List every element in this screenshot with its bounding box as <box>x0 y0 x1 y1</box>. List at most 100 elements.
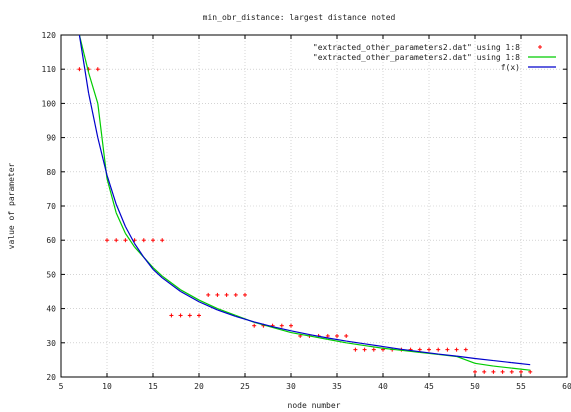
series-1-segment <box>97 103 108 179</box>
series-1-segment <box>290 331 310 337</box>
series-2-segment <box>419 351 439 355</box>
series-1-segment <box>88 72 99 104</box>
data-point <box>371 347 376 352</box>
series-1-segment <box>309 335 328 340</box>
series-1-segment <box>152 267 163 277</box>
data-point <box>500 369 505 374</box>
series-2-segment <box>124 226 136 244</box>
series-2-segment <box>115 204 126 227</box>
legend-label: "extracted_other_parameters2.dat" using … <box>313 43 520 52</box>
series-2-segment <box>217 309 236 318</box>
data-point <box>197 313 201 318</box>
series-1-segment <box>161 275 181 291</box>
series-1-segment <box>401 349 420 353</box>
x-tick-label: 5 <box>59 382 64 391</box>
x-tick-label: 10 <box>102 382 112 391</box>
y-tick-label: 60 <box>46 236 56 245</box>
data-point <box>243 292 247 297</box>
x-tick-label: 30 <box>286 382 296 391</box>
series-layer <box>77 34 533 374</box>
data-point <box>528 369 533 374</box>
data-point <box>141 238 146 243</box>
series-2-segment <box>309 334 328 339</box>
series-2-segment <box>152 268 163 279</box>
x-axis-ticks: 5 10 15 20 25 30 35 40 45 50 55 60 <box>59 35 571 391</box>
data-point <box>169 313 174 318</box>
series-1-segment <box>327 338 347 344</box>
data-point <box>224 292 229 297</box>
x-tick-label: 60 <box>562 382 571 391</box>
data-point <box>325 333 330 338</box>
legend-label: "extracted_other_parameters2.dat" using … <box>313 53 520 62</box>
data-point <box>519 369 523 374</box>
legend: "extracted_other_parameters2.dat" using … <box>313 43 556 72</box>
series-1-segment <box>106 178 117 213</box>
data-point <box>151 238 155 243</box>
y-tick-label: 80 <box>46 168 56 177</box>
series-2-segment <box>272 326 292 332</box>
y-tick-label: 120 <box>42 31 57 40</box>
data-point <box>491 369 496 374</box>
series-2-segment <box>364 343 384 348</box>
data-point <box>427 347 431 352</box>
data-point <box>114 238 119 243</box>
grid-lines <box>61 35 567 377</box>
y-tick-label: 90 <box>46 134 56 143</box>
series-2-segment <box>143 256 154 270</box>
series-1-segment <box>180 289 200 301</box>
series-2-segment <box>180 290 200 303</box>
data-point <box>215 292 220 297</box>
data-point <box>123 238 128 243</box>
series-1-segment <box>217 308 237 317</box>
series-1-segment <box>382 347 402 351</box>
x-tick-label: 20 <box>194 382 204 391</box>
data-point <box>335 333 339 338</box>
x-tick-label: 25 <box>240 382 250 391</box>
data-point <box>252 323 257 328</box>
series-1-segment <box>511 367 531 371</box>
data-point <box>353 347 358 352</box>
y-tick-label: 20 <box>46 373 56 382</box>
data-point <box>77 67 82 72</box>
series-2-segment <box>382 345 402 350</box>
data-point <box>509 369 514 374</box>
series-1-segment <box>493 365 512 369</box>
series-1-segment <box>272 326 292 334</box>
data-point <box>95 67 100 72</box>
data-point <box>344 333 349 338</box>
x-tick-label: 35 <box>332 382 342 391</box>
data-point <box>362 347 367 352</box>
series-2-segment <box>97 137 108 176</box>
x-tick-label: 50 <box>470 382 480 391</box>
series-2-segment <box>346 340 365 345</box>
y-tick-label: 70 <box>46 202 56 211</box>
series-2-segment <box>235 315 255 323</box>
data-point <box>473 369 477 374</box>
data-point <box>233 292 238 297</box>
data-point <box>206 292 211 297</box>
series-2-segment <box>161 277 181 292</box>
y-tick-label: 30 <box>46 339 56 348</box>
data-point <box>105 238 109 243</box>
series-1-segment <box>124 233 136 248</box>
series-2-segment <box>88 93 99 138</box>
series-1-segment <box>364 344 384 349</box>
data-point <box>482 369 487 374</box>
series-2-segment <box>78 34 90 94</box>
y-tick-label: 100 <box>42 99 57 108</box>
x-axis-label: node number <box>288 401 341 410</box>
series-1-segment <box>474 362 494 367</box>
data-point <box>187 313 192 318</box>
data-point <box>289 323 293 328</box>
y-tick-label: 110 <box>42 65 57 74</box>
series-2-segment <box>511 362 531 366</box>
series-1-segment <box>198 299 218 310</box>
data-point <box>445 347 450 352</box>
chart-title: min_obr_distance: largest distance noted <box>203 13 396 22</box>
series-2-segment <box>327 337 347 342</box>
series-1-segment <box>346 342 365 347</box>
series-2-segment <box>438 353 457 357</box>
x-tick-label: 45 <box>424 382 434 391</box>
series-2-segment <box>401 348 420 353</box>
